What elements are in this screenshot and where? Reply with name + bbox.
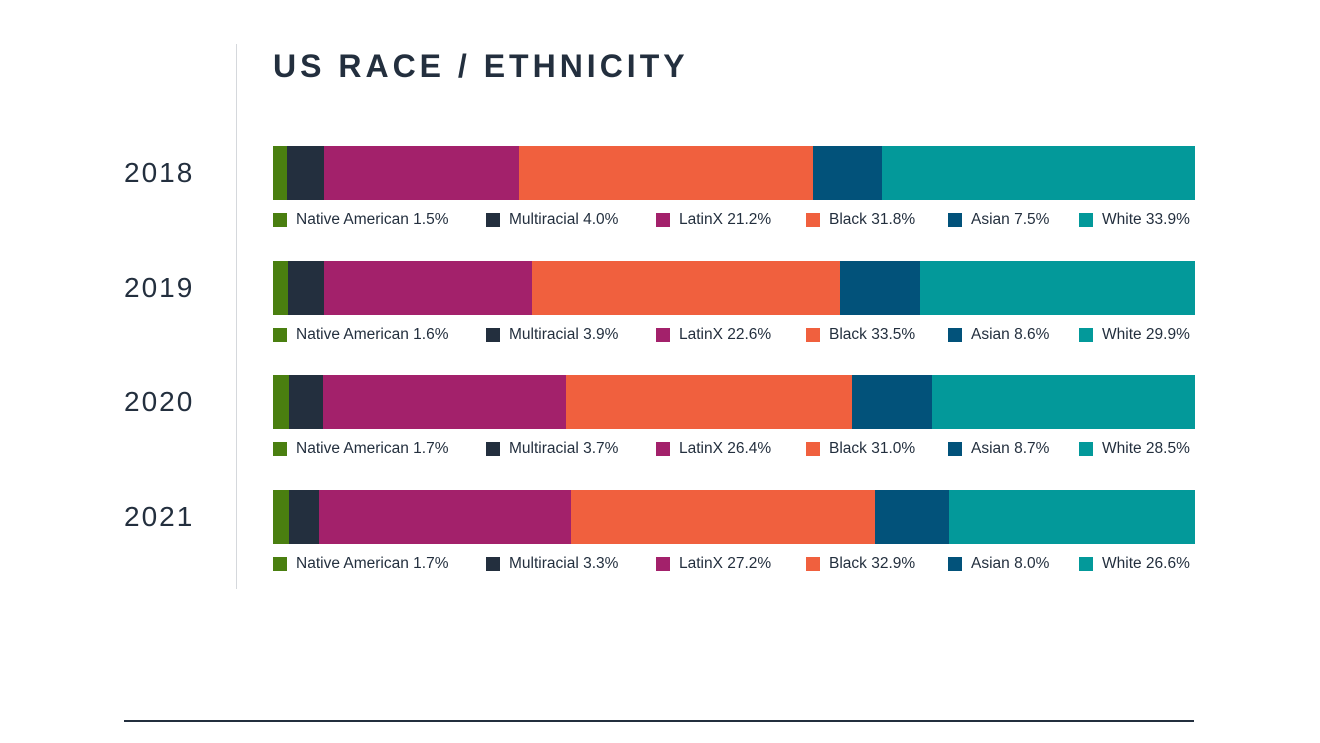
legend-swatch-black: [806, 442, 820, 456]
legend-label-native-american: Native American 1.7%: [296, 555, 449, 572]
bar-segment-white-2019: [920, 261, 1195, 315]
bar-segment-multiracial-2020: [289, 375, 323, 429]
bar-segment-black-2020: [566, 375, 852, 429]
legend-label-native-american: Native American 1.6%: [296, 326, 449, 343]
legend-swatch-latinx: [656, 557, 670, 571]
bar-segment-asian-2020: [852, 375, 932, 429]
bar-2019: [273, 261, 1195, 315]
legend-label-latinx: LatinX 26.4%: [679, 440, 772, 457]
bar-segment-native-american-2021: [273, 490, 289, 544]
year-label-2021: 2021: [124, 501, 195, 532]
bar-segment-native-american-2020: [273, 375, 289, 429]
legend-label-native-american: Native American 1.5%: [296, 211, 449, 228]
legend-label-black: Black 32.9%: [829, 555, 916, 572]
legend-swatch-asian: [948, 328, 962, 342]
legend-swatch-white: [1079, 557, 1093, 571]
legend-swatch-multiracial: [486, 557, 500, 571]
legend-label-multiracial: Multiracial 3.3%: [509, 555, 619, 572]
bar-segment-multiracial-2018: [287, 146, 324, 200]
legend-label-asian: Asian 8.7%: [971, 440, 1050, 457]
bar-segment-black-2018: [519, 146, 813, 200]
legend-label-asian: Asian 8.6%: [971, 326, 1050, 343]
legend-swatch-black: [806, 328, 820, 342]
legend-label-latinx: LatinX 22.6%: [679, 326, 772, 343]
bar-segment-native-american-2019: [273, 261, 288, 315]
legend-label-native-american: Native American 1.7%: [296, 440, 449, 457]
legend-label-white: White 33.9%: [1102, 211, 1190, 228]
year-label-2019: 2019: [124, 272, 195, 303]
legend-label-white: White 28.5%: [1102, 440, 1190, 457]
legend-swatch-black: [806, 557, 820, 571]
legend-swatch-native-american: [273, 213, 287, 227]
bar-segment-multiracial-2021: [289, 490, 319, 544]
bar-segment-asian-2021: [875, 490, 949, 544]
vertical-divider: [236, 44, 237, 589]
legend-label-black: Black 31.0%: [829, 440, 916, 457]
legend-swatch-white: [1079, 442, 1093, 456]
legend-label-black: Black 31.8%: [829, 211, 916, 228]
legend-label-multiracial: Multiracial 4.0%: [509, 211, 619, 228]
legend-swatch-multiracial: [486, 328, 500, 342]
bar-segment-white-2018: [882, 146, 1195, 200]
bar-segment-latinx-2018: [324, 146, 519, 200]
legend-label-multiracial: Multiracial 3.7%: [509, 440, 619, 457]
legend-label-white: White 29.9%: [1102, 326, 1190, 343]
bar-2020: [273, 375, 1195, 429]
legend-swatch-native-american: [273, 328, 287, 342]
bar-segment-latinx-2019: [324, 261, 532, 315]
bar-2021: [273, 490, 1195, 544]
legend-swatch-native-american: [273, 557, 287, 571]
legend-label-latinx: LatinX 27.2%: [679, 555, 772, 572]
legend-swatch-latinx: [656, 213, 670, 227]
legend-label-asian: Asian 8.0%: [971, 555, 1050, 572]
bar-segment-asian-2018: [813, 146, 882, 200]
legend-swatch-multiracial: [486, 442, 500, 456]
legend-swatch-black: [806, 213, 820, 227]
bar-segment-native-american-2018: [273, 146, 287, 200]
legend-swatch-white: [1079, 328, 1093, 342]
bar-segment-asian-2019: [840, 261, 920, 315]
year-label-2018: 2018: [124, 157, 195, 188]
legend-swatch-asian: [948, 442, 962, 456]
bar-segment-white-2020: [932, 375, 1195, 429]
bar-segment-latinx-2020: [323, 375, 566, 429]
bottom-rule: [124, 720, 1194, 722]
bar-segment-black-2019: [532, 261, 840, 315]
legend-swatch-latinx: [656, 328, 670, 342]
legend-label-latinx: LatinX 21.2%: [679, 211, 772, 228]
bar-segment-black-2021: [571, 490, 875, 544]
year-label-2020: 2020: [124, 386, 195, 417]
bar-segment-multiracial-2019: [288, 261, 324, 315]
legend-label-asian: Asian 7.5%: [971, 211, 1050, 228]
legend-swatch-white: [1079, 213, 1093, 227]
bar-segment-latinx-2021: [319, 490, 571, 544]
legend-swatch-native-american: [273, 442, 287, 456]
chart-title: US RACE / ETHNICITY: [273, 48, 689, 84]
legend-swatch-latinx: [656, 442, 670, 456]
legend-swatch-asian: [948, 557, 962, 571]
bar-2018: [273, 146, 1195, 200]
legend-label-white: White 26.6%: [1102, 555, 1190, 572]
legend-label-black: Black 33.5%: [829, 326, 916, 343]
legend-swatch-asian: [948, 213, 962, 227]
bar-segment-white-2021: [949, 490, 1195, 544]
legend-swatch-multiracial: [486, 213, 500, 227]
legend-label-multiracial: Multiracial 3.9%: [509, 326, 619, 343]
